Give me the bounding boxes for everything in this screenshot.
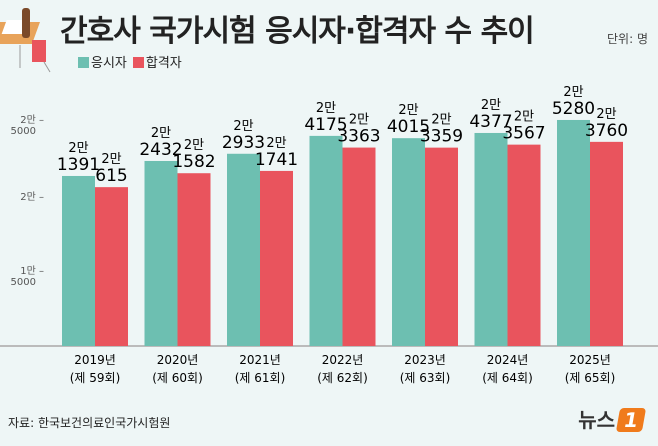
news1-logo: 뉴스 1 [578, 404, 647, 433]
x-tick-label: 2021년 [239, 353, 281, 367]
data-label: 3760 [585, 121, 628, 141]
bar-applicants [144, 160, 178, 346]
legend: 응시자 합격자 [78, 52, 182, 71]
data-label: 2만 [514, 110, 534, 125]
bar-passers [95, 187, 128, 346]
x-tick-label: 2023년 [404, 353, 446, 367]
bar-passers [507, 144, 541, 346]
x-tick-sublabel: (제 60회) [152, 371, 203, 385]
bar-applicants [62, 175, 95, 346]
x-tick-sublabel: (제 61회) [235, 371, 286, 385]
bar-applicants [227, 153, 260, 346]
data-label: 3567 [502, 124, 545, 144]
data-label: 2만 [398, 103, 418, 118]
bar-passers [260, 170, 293, 346]
data-label: 2만 [151, 126, 171, 141]
x-tick-sublabel: (제 63회) [400, 371, 451, 385]
data-label: 2만 [431, 113, 451, 128]
data-label: 2만 [68, 141, 88, 156]
y-tick-label: 2만 – [20, 114, 44, 126]
data-label: 2만 [596, 107, 616, 122]
y-tick-label: 5000 [11, 126, 36, 137]
x-tick-sublabel: (제 65회) [565, 371, 616, 385]
chart-title: 간호사 국가시험 응시자·합격자 수 추이 [60, 14, 535, 49]
data-label: 2만 [266, 136, 286, 151]
data-label: 1391 [57, 155, 100, 175]
data-label: 2만 [184, 138, 204, 153]
data-label: 2만 [233, 119, 253, 134]
data-label: 2432 [139, 140, 182, 160]
unit-label: 단위: 명 [607, 32, 648, 46]
bar-passers [177, 173, 211, 346]
data-label: 2만 [316, 101, 336, 116]
data-label: 1582 [172, 152, 215, 172]
x-tick-label: 2020년 [157, 353, 199, 367]
x-tick-sublabel: (제 64회) [482, 371, 533, 385]
x-tick-label: 2022년 [322, 353, 364, 367]
data-label: 1741 [255, 150, 298, 170]
bar-passers [425, 147, 458, 346]
bar-applicants [474, 132, 508, 346]
legend-item-applicants: 응시자 [78, 52, 127, 71]
data-label: 3359 [420, 127, 463, 147]
bar-applicants [392, 138, 425, 346]
y-tick-label: 1만 – [20, 265, 44, 277]
data-label: 2만 [101, 152, 121, 167]
data-label: 2933 [222, 133, 265, 153]
x-tick-label: 2024년 [487, 353, 529, 367]
data-label: 2만 [563, 85, 583, 100]
bar-applicants [557, 119, 590, 346]
nurse-illustration-icon [0, 8, 51, 73]
data-label: 615 [95, 166, 127, 186]
x-tick-sublabel: (제 59회) [70, 371, 121, 385]
data-label: 4175 [304, 115, 347, 135]
data-label: 5280 [552, 99, 595, 119]
data-label: 2만 [349, 113, 369, 128]
bar-passers [342, 147, 376, 346]
data-label: 3363 [337, 127, 380, 147]
x-tick-label: 2019년 [74, 353, 116, 367]
bar-passers [590, 141, 623, 346]
y-tick-label: 5000 [11, 277, 36, 288]
data-label: 4377 [469, 112, 512, 132]
source-text: 자료: 한국보건의료인국가시험원 [8, 416, 171, 430]
y-tick-label: 2만 – [20, 191, 44, 203]
x-tick-sublabel: (제 62회) [317, 371, 368, 385]
legend-item-passers: 합격자 [132, 52, 182, 71]
data-label: 2만 [481, 98, 501, 113]
x-tick-label: 2025년 [569, 353, 611, 367]
data-label: 4015 [387, 117, 430, 137]
bar-applicants [309, 135, 343, 346]
